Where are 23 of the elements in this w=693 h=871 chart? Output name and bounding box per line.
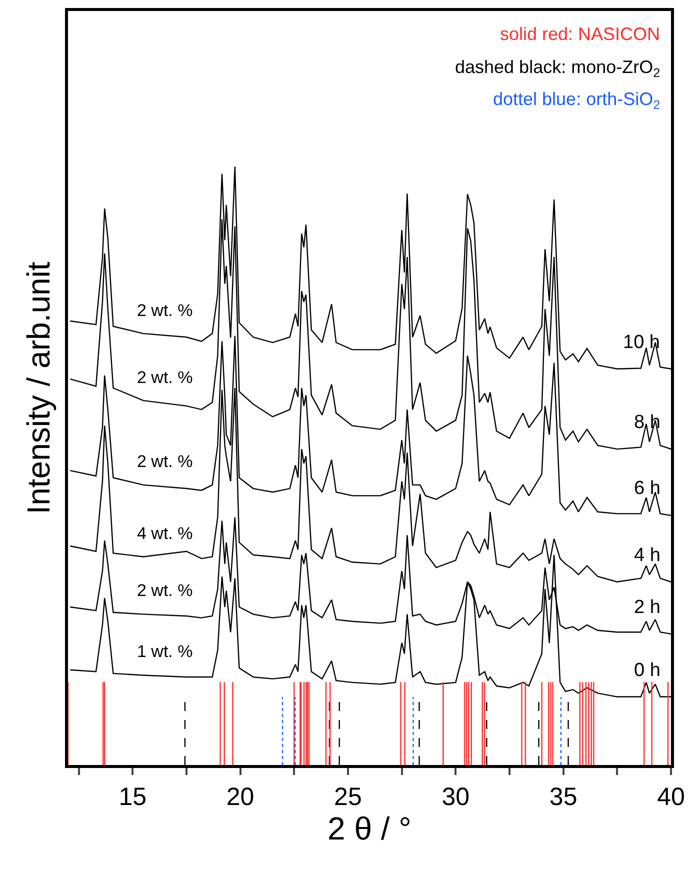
y-axis-title: Intensity / arb.unit	[20, 262, 57, 514]
x-tick-label: 20	[226, 782, 254, 811]
text: dottel blue: orth-SiO$_{2}$	[493, 89, 660, 112]
series-label: 2 h	[634, 597, 660, 618]
x-tick-label: 35	[549, 782, 578, 811]
x-tick-label: 40	[657, 782, 685, 811]
x-tick-label: 25	[334, 782, 362, 811]
series-label: 6 h	[634, 478, 660, 499]
annotation: 2 wt. %	[137, 301, 193, 320]
annotation: 1 wt. %	[137, 642, 193, 661]
series-label: 0 h	[634, 660, 660, 681]
series-label: 10 h	[623, 332, 660, 353]
text: dashed black: mono-ZrO$_{2}$	[455, 57, 660, 80]
series-label: 8 h	[634, 412, 660, 433]
series-label: 4 h	[634, 545, 660, 566]
annotation: 4 wt. %	[137, 524, 193, 543]
x-tick-label: 15	[118, 782, 147, 811]
annotation: 2 wt. %	[137, 452, 193, 471]
annotation: 2 wt. %	[137, 368, 193, 387]
x-tick-label: 30	[442, 782, 470, 811]
x-axis-title: 2 θ / °	[328, 810, 412, 847]
annotation: 2 wt. %	[137, 581, 193, 600]
text: solid red: NASICON	[500, 24, 660, 44]
